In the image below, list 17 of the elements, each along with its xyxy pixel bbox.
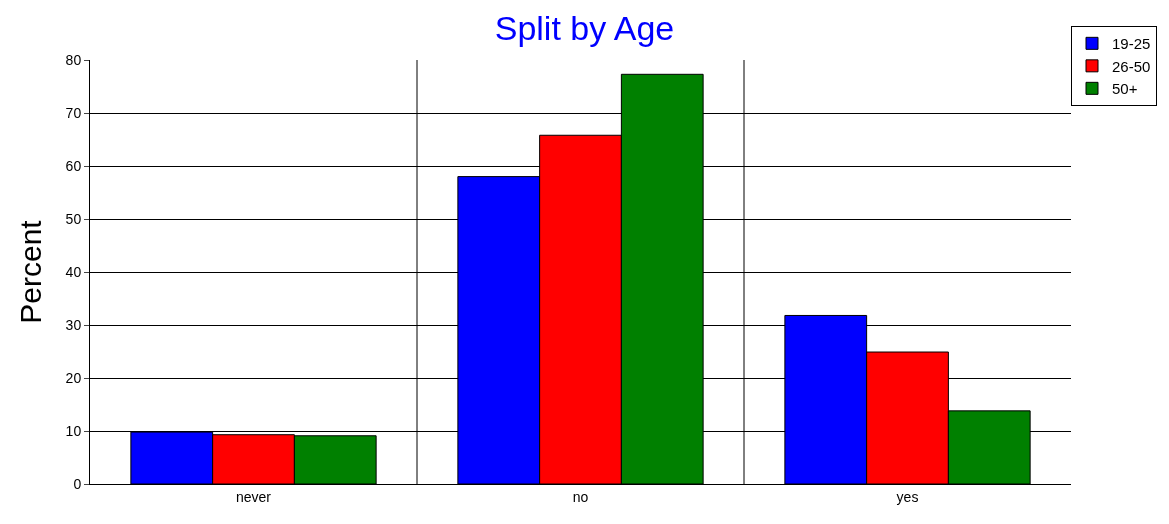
y-tick-label: 30 [65,316,82,333]
x-tick-label: never [235,488,272,505]
y-tick-label: 40 [65,263,82,280]
y-tick-label: 0 [73,475,82,492]
y-tick-label: 70 [65,104,82,121]
y-tick-label: 20 [65,369,82,386]
y-axis-title: Percent [13,219,47,324]
y-tick-label: 10 [65,422,82,439]
legend-label: 50+ [1112,80,1138,98]
legend-label: 19-25 [1112,35,1151,53]
legend-label: 26-50 [1112,57,1151,75]
y-tick-label: 50 [65,210,82,227]
y-tick-label: 60 [65,157,82,174]
chart-title: Split by Age [494,8,675,47]
y-tick-label: 80 [65,51,82,68]
x-tick-label: yes [896,488,919,505]
x-tick-label: no [572,488,589,505]
